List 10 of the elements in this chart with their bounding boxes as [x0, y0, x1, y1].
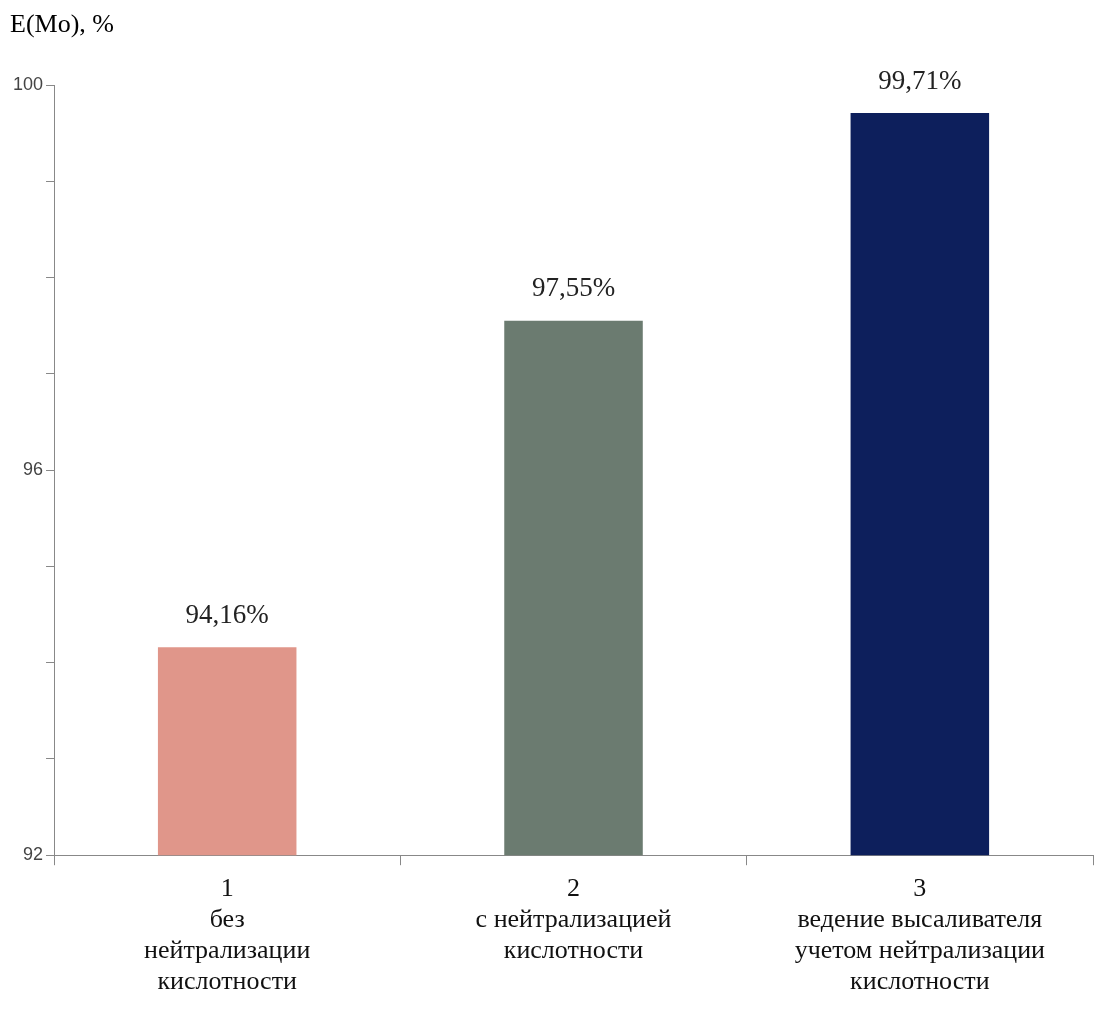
x-tick-label: 1 без нейтрализации кислотности: [144, 872, 311, 996]
x-tick-label: 3 ведение высаливателя учетом нейтрализации кислотности: [794, 872, 1046, 996]
data-label: 97,55%: [531, 272, 616, 303]
y-axis-title: E(Mo), %: [10, 8, 114, 38]
x-tick-label: 2 с нейтрализацией кислотности: [475, 872, 672, 965]
data-label: 94,16%: [185, 598, 269, 629]
data-label: 99,71%: [878, 64, 962, 95]
y-tick-label: 92: [23, 844, 44, 865]
y-tick-label: 100: [12, 73, 44, 94]
y-tick-label: 96: [23, 459, 44, 480]
